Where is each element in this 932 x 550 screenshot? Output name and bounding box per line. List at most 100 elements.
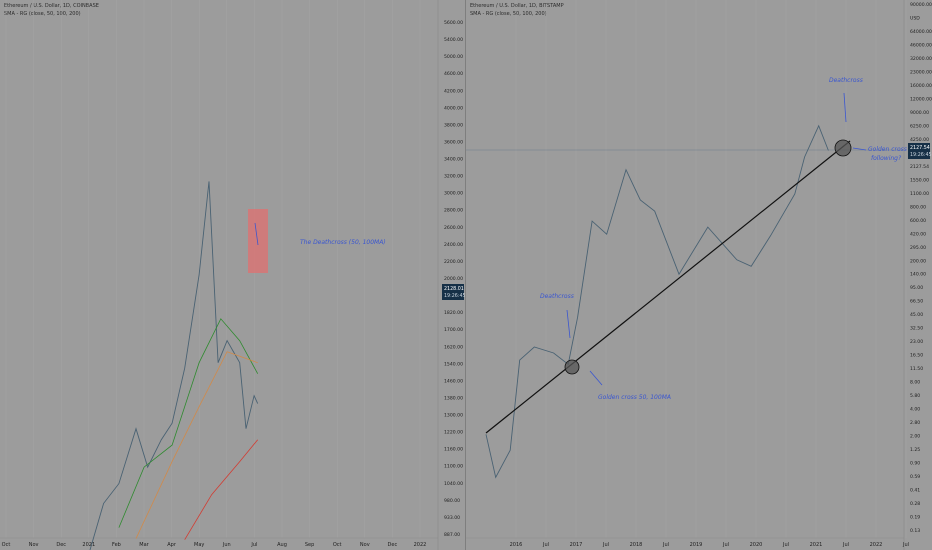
x-tick-label: Aug (277, 542, 287, 548)
x-tick-label: Apr (167, 542, 177, 548)
y-tick-label: 45.00 (910, 312, 923, 318)
y-tick-label: 5.80 (910, 393, 920, 399)
y-tick-label: 3600.00 (444, 139, 463, 145)
x-tick-label: Dec (56, 542, 66, 548)
x-tick-label: Oct (2, 542, 11, 548)
right-chart-panel[interactable]: Ethereum / U.S. Dollar, 1D, BITSTAMP SMA… (466, 0, 932, 550)
y-tick-label: 5600.00 (444, 20, 463, 26)
x-tick-label: Nov (29, 542, 39, 548)
series-line (135, 351, 258, 539)
series-line (184, 439, 259, 540)
y-tick-label: 5400.00 (444, 37, 463, 43)
y-tick-label: 4.00 (910, 407, 920, 413)
y-tick-label: 23.00 (910, 339, 923, 345)
y-tick-label: 1540.00 (444, 361, 463, 367)
y-tick-label: 1100.00 (444, 464, 463, 470)
x-tick-label: 2022 (870, 542, 883, 548)
y-tick-label: 32000.00 (910, 56, 932, 62)
time-badge-value: 19:26:45 (910, 152, 932, 158)
panel-divider[interactable] (465, 0, 466, 550)
y-tick-label: 3200.00 (444, 174, 463, 180)
time-badge-value: 19:26:45 (444, 293, 466, 299)
y-tick-label: USD (910, 15, 920, 21)
x-tick-label: 2019 (690, 542, 703, 548)
y-tick-label: 1100.00 (910, 191, 929, 197)
x-tick-label: 2018 (630, 542, 643, 548)
y-tick-label: 0.41 (910, 488, 920, 494)
x-tick-label: 2022 (414, 542, 427, 548)
y-tick-label: 9000.00 (910, 110, 929, 116)
x-tick-label: Sep (305, 542, 314, 548)
y-tick-label: 3400.00 (444, 157, 463, 163)
left-chart[interactable]: The Deathcross (50, 100MA) 5600.00 5400.0… (0, 0, 466, 550)
annotation-arrow (254, 222, 259, 246)
y-tick-label: 3800.00 (444, 122, 463, 128)
x-tick-label: Oct (333, 542, 342, 548)
y-tick-label: 600.00 (910, 218, 926, 224)
y-tick-label: 200.00 (910, 258, 926, 264)
y-tick-label: 980.00 (444, 498, 460, 504)
y-tick-label: 1160.00 (444, 447, 463, 453)
x-tick-label: Nov (360, 542, 370, 548)
price-badge (908, 143, 930, 159)
series-line (485, 124, 829, 479)
annotation-arrow (843, 92, 847, 123)
golden-cross-2021-followup-label: following? (871, 155, 902, 162)
y-tick-label: 4250.00 (910, 137, 929, 143)
y-tick-label: 32.50 (910, 326, 923, 332)
y-tick-label: 4600.00 (444, 71, 463, 77)
price-badge-value: 2128.01 (444, 286, 464, 292)
deathcross-circle-2021 (834, 139, 852, 157)
x-tick-label: Feb (112, 542, 121, 548)
annotation-arrow (852, 147, 867, 151)
deathcross-2017-label: Deathcross (540, 293, 574, 300)
right-symbol-title: Ethereum / U.S. Dollar, 1D, BITSTAMP (470, 3, 564, 9)
y-tick-label: 46000.00 (910, 42, 932, 48)
y-tick-label: 12000.00 (910, 96, 932, 102)
y-tick-label: 1220.00 (444, 430, 463, 436)
deathcross-annotation: The Deathcross (50, 100MA) (300, 239, 386, 246)
y-tick-label: 1.25 (910, 447, 920, 453)
x-tick-label: Jul (602, 542, 609, 548)
y-tick-label: 0.13 (910, 528, 920, 534)
y-tick-label: 2127.54 (910, 164, 929, 170)
golden-cross-2021-label: Golden cross (868, 146, 907, 153)
y-tick-label: 2000.00 (444, 276, 463, 282)
y-tick-label: 1550.00 (910, 177, 929, 183)
y-tick-label: 933.00 (444, 515, 460, 521)
y-tick-label: 16000.00 (910, 83, 932, 89)
x-tick-label: Jul (722, 542, 729, 548)
y-tick-label: 0.59 (910, 474, 920, 480)
right-chart[interactable]: Deathcross Golden cross 50, 100MA Deathc… (466, 0, 932, 550)
x-tick-label: 2021 (82, 542, 95, 548)
y-tick-label: 95.00 (910, 285, 923, 291)
series-line (89, 181, 259, 550)
x-tick-label: Jul (542, 542, 549, 548)
deathcross-highlight-box (248, 209, 268, 273)
y-tick-label: 2600.00 (444, 225, 463, 231)
y-tick-label: 90000.00 (910, 2, 932, 8)
y-tick-label: 23000.00 (910, 69, 932, 75)
golden-cross-2017-label: Golden cross 50, 100MA (598, 394, 671, 401)
x-tick-label: 2020 (750, 542, 763, 548)
left-chart-panel[interactable]: Ethereum / U.S. Dollar, 1D, COINBASE SMA… (0, 0, 466, 550)
right-indicator-title: SMA - RG (close, 50, 100, 200) (470, 11, 547, 17)
y-tick-label: 1700.00 (444, 327, 463, 333)
y-tick-label: 2200.00 (444, 259, 463, 265)
x-tick-label: Dec (388, 542, 398, 548)
x-tick-label: Jul (662, 542, 669, 548)
x-tick-label: Mar (139, 542, 149, 548)
y-tick-label: 11.50 (910, 366, 923, 372)
y-tick-label: 5000.00 (444, 54, 463, 60)
y-tick-label: 0.90 (910, 461, 920, 467)
x-tick-label: 2017 (570, 542, 583, 548)
x-tick-label: Jul (782, 542, 789, 548)
annotation-arrow (566, 309, 571, 339)
y-tick-label: 6250.00 (910, 123, 929, 129)
y-tick-label: 887.00 (444, 532, 460, 538)
y-tick-label: 140.00 (910, 272, 926, 278)
y-tick-label: 1460.00 (444, 378, 463, 384)
y-tick-label: 1380.00 (444, 395, 463, 401)
deathcross-2021-label: Deathcross (829, 77, 863, 84)
y-tick-label: 420.00 (910, 231, 926, 237)
